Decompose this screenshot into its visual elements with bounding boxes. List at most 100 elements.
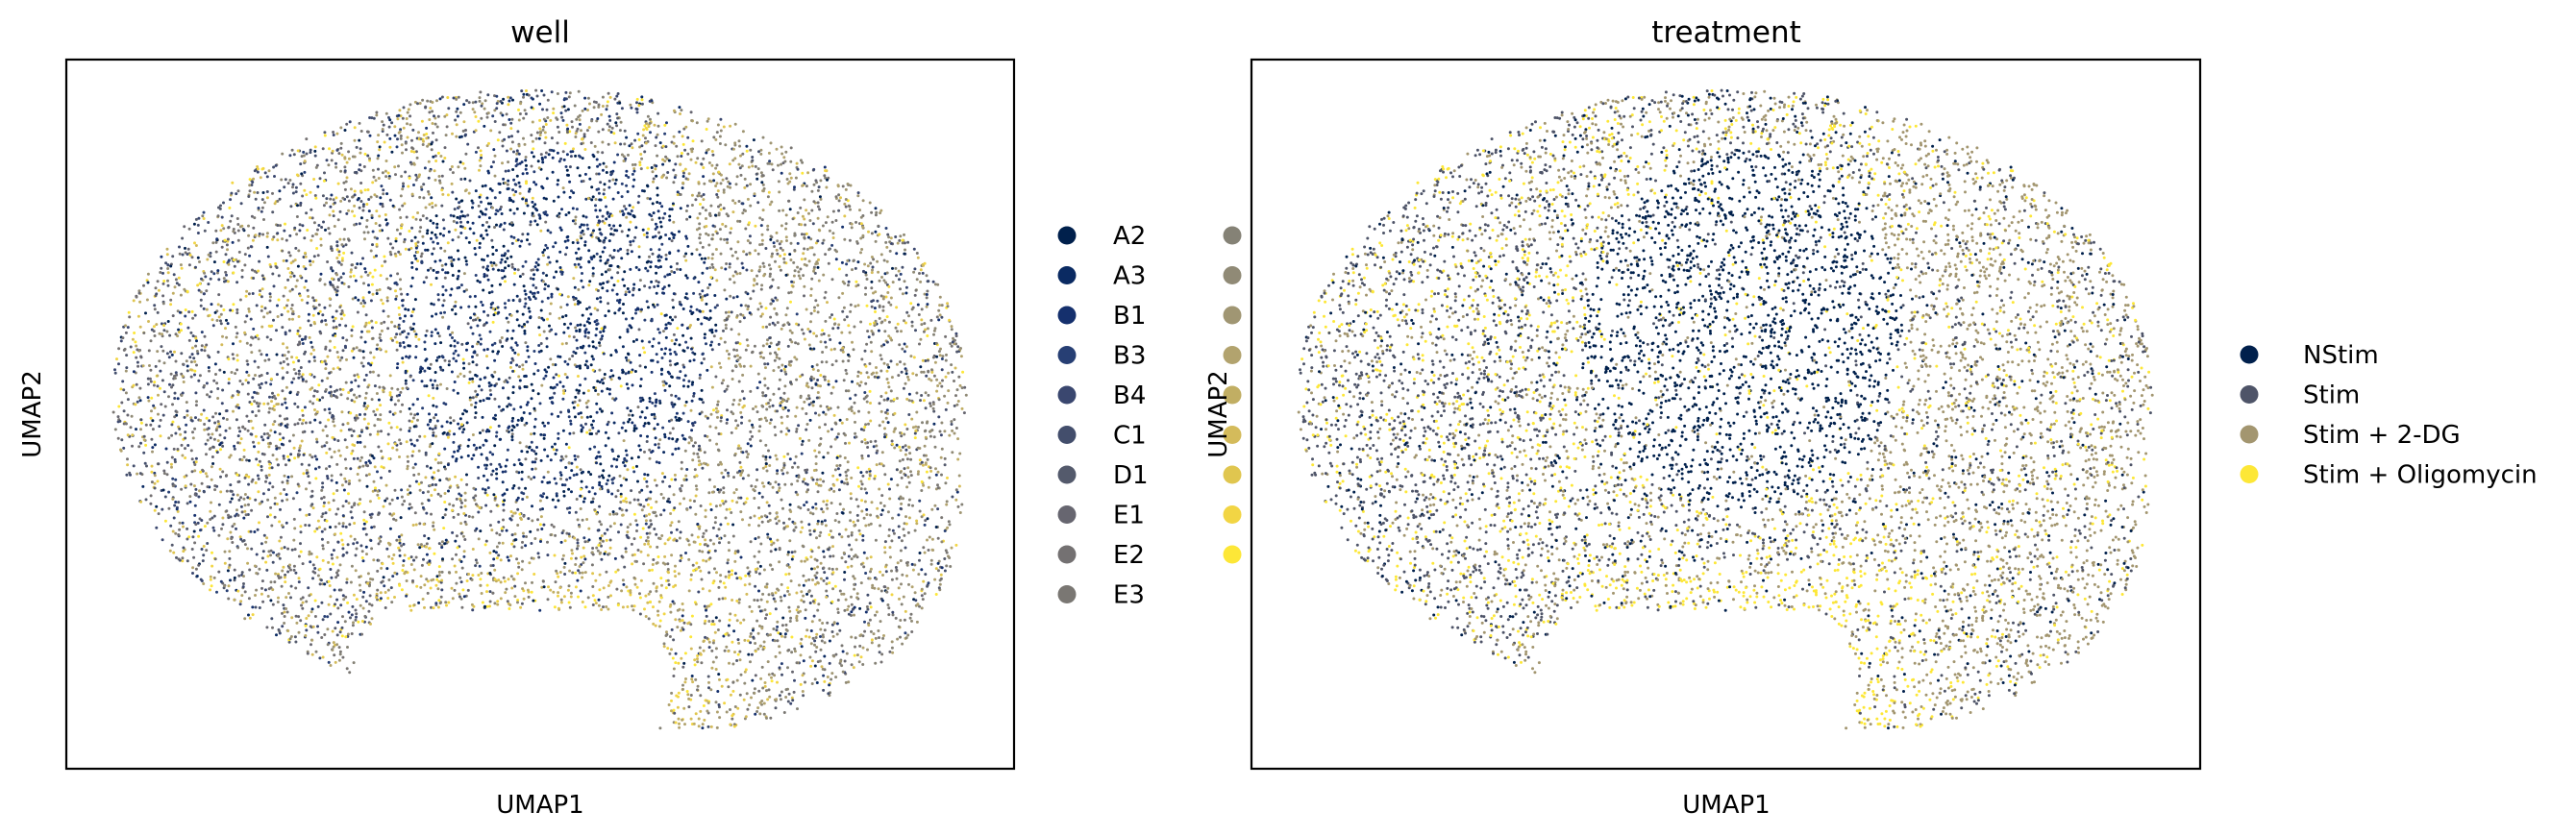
scatter-point bbox=[471, 108, 475, 111]
scatter-point bbox=[181, 253, 185, 257]
scatter-point bbox=[569, 595, 573, 599]
scatter-point bbox=[841, 309, 845, 313]
scatter-point bbox=[485, 366, 489, 370]
scatter-point bbox=[425, 136, 429, 140]
scatter-point bbox=[628, 204, 632, 208]
scatter-point bbox=[912, 356, 916, 359]
scatter-point bbox=[858, 209, 861, 212]
scatter-point bbox=[629, 523, 632, 527]
scatter-point bbox=[753, 687, 756, 691]
scatter-point bbox=[598, 341, 601, 345]
scatter-point bbox=[632, 498, 636, 502]
scatter-point bbox=[343, 129, 347, 132]
scatter-point bbox=[905, 574, 908, 578]
scatter-point bbox=[595, 252, 599, 256]
scatter-point bbox=[220, 402, 224, 406]
scatter-point bbox=[187, 263, 191, 267]
scatter-point bbox=[294, 284, 298, 288]
scatter-point bbox=[269, 338, 273, 341]
scatter-point bbox=[846, 608, 850, 611]
scatter-point bbox=[510, 419, 514, 423]
scatter-point bbox=[281, 569, 285, 573]
scatter-point bbox=[686, 152, 690, 156]
scatter-point bbox=[288, 439, 291, 443]
scatter-point bbox=[557, 436, 560, 440]
scatter-point bbox=[338, 237, 342, 241]
scatter-point bbox=[913, 591, 917, 595]
scatter-point bbox=[413, 235, 417, 239]
scatter-point bbox=[585, 430, 589, 434]
scatter-point bbox=[909, 302, 913, 306]
scatter-point bbox=[640, 102, 644, 106]
scatter-point bbox=[254, 498, 258, 502]
scatter-point bbox=[668, 218, 672, 222]
scatter-point bbox=[254, 414, 258, 418]
scatter-point bbox=[167, 395, 170, 399]
scatter-point bbox=[478, 241, 482, 245]
scatter-point bbox=[816, 519, 820, 523]
scatter-point bbox=[872, 632, 876, 636]
scatter-point bbox=[356, 473, 359, 476]
scatter-point bbox=[409, 284, 413, 288]
scatter-point bbox=[154, 286, 158, 290]
scatter-point bbox=[565, 246, 569, 250]
scatter-point bbox=[229, 198, 233, 202]
scatter-point bbox=[755, 283, 759, 285]
scatter-point bbox=[662, 645, 666, 649]
scatter-point bbox=[278, 520, 282, 524]
scatter-point bbox=[855, 592, 859, 596]
scatter-point bbox=[816, 239, 820, 243]
scatter-point bbox=[674, 478, 678, 481]
scatter-point bbox=[480, 453, 483, 456]
scatter-point bbox=[284, 178, 287, 182]
scatter-point bbox=[272, 284, 276, 288]
scatter-point bbox=[684, 258, 688, 262]
scatter-point bbox=[459, 220, 462, 224]
scatter-point bbox=[566, 108, 570, 111]
scatter-point bbox=[734, 419, 738, 423]
scatter-point bbox=[171, 291, 175, 295]
scatter-point bbox=[607, 142, 610, 146]
scatter-point bbox=[779, 246, 782, 250]
scatter-point bbox=[610, 411, 614, 415]
scatter-point bbox=[780, 152, 784, 156]
scatter-point bbox=[546, 455, 550, 458]
scatter-point bbox=[387, 578, 391, 581]
scatter-point bbox=[330, 576, 334, 579]
scatter-point bbox=[191, 572, 194, 575]
scatter-point bbox=[898, 278, 901, 282]
scatter-point bbox=[378, 336, 382, 340]
scatter-point bbox=[268, 481, 272, 485]
scatter-point bbox=[248, 189, 252, 193]
scatter-point bbox=[636, 201, 640, 205]
scatter-point bbox=[735, 257, 739, 260]
scatter-point bbox=[413, 254, 416, 258]
scatter-point bbox=[195, 350, 199, 353]
scatter-point bbox=[222, 227, 226, 231]
scatter-point bbox=[849, 397, 852, 401]
scatter-point bbox=[750, 652, 754, 656]
scatter-point bbox=[376, 430, 380, 433]
scatter-point bbox=[256, 167, 260, 171]
scatter-point bbox=[632, 512, 636, 516]
scatter-point bbox=[436, 461, 440, 465]
scatter-point bbox=[756, 167, 760, 171]
scatter-point bbox=[214, 373, 217, 376]
scatter-point bbox=[260, 295, 263, 299]
scatter-point bbox=[717, 528, 721, 531]
scatter-point bbox=[590, 423, 594, 427]
scatter-point bbox=[489, 462, 493, 466]
scatter-point bbox=[382, 188, 385, 192]
scatter-point bbox=[156, 310, 160, 314]
scatter-point bbox=[755, 479, 758, 481]
scatter-point bbox=[716, 403, 720, 406]
scatter-point bbox=[295, 621, 299, 625]
scatter-point bbox=[312, 375, 316, 379]
scatter-point bbox=[404, 141, 408, 145]
scatter-point bbox=[437, 452, 441, 455]
scatter-point bbox=[406, 467, 409, 471]
scatter-point bbox=[262, 432, 266, 436]
scatter-point bbox=[172, 551, 176, 554]
scatter-point bbox=[676, 327, 680, 331]
scatter-point bbox=[673, 109, 676, 112]
